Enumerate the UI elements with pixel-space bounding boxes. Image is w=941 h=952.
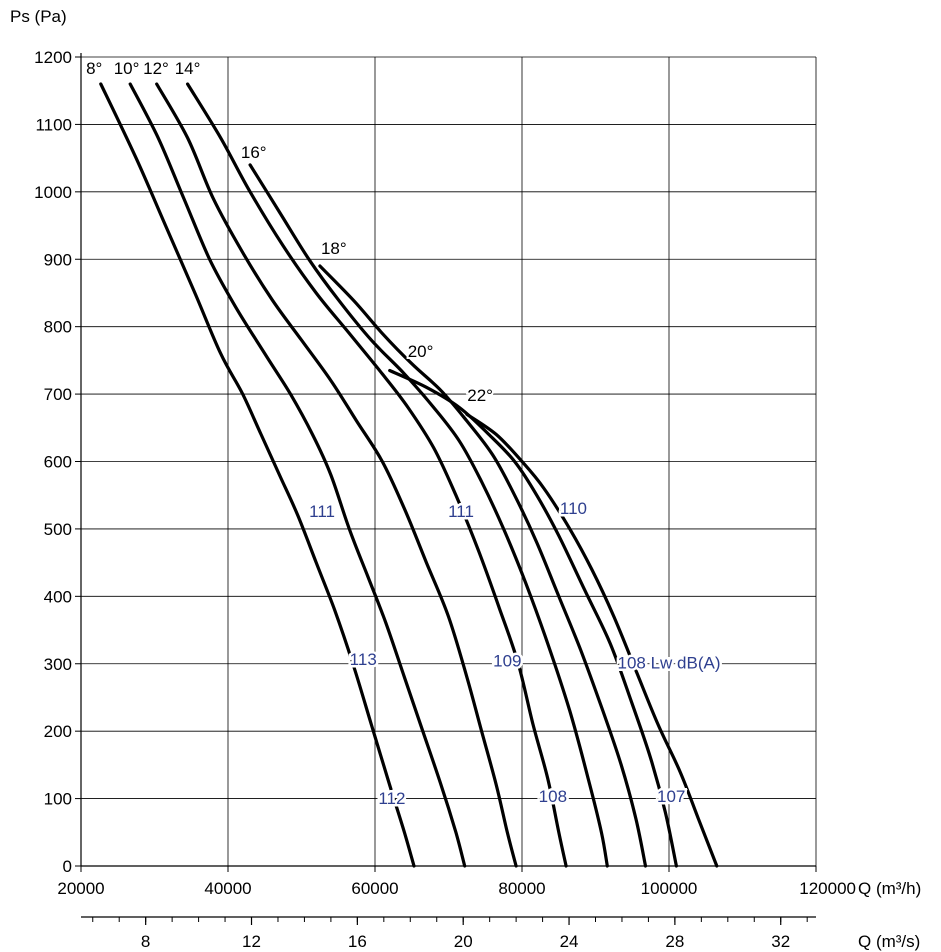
x2-tick-label: 8 (141, 932, 150, 951)
y-tick-label: 900 (44, 250, 72, 269)
sound-level-label: 108 (539, 787, 567, 806)
y-tick-label: 700 (44, 385, 72, 404)
curve-10deg (128, 82, 467, 868)
x2-tick-label: 32 (771, 932, 790, 951)
y-tick-label: 200 (44, 722, 72, 741)
y-tick-label: 400 (44, 587, 72, 606)
x2-tick-label: 20 (454, 932, 473, 951)
series-label: 8° (86, 59, 102, 78)
x-tick-label: 100000 (641, 879, 698, 898)
curve-14deg (186, 82, 568, 868)
y-tick-label: 500 (44, 520, 72, 539)
x2-tick-label: 12 (242, 932, 261, 951)
sound-level-label: 111 (448, 502, 474, 521)
x2-tick-label: 24 (560, 932, 579, 951)
x2-axis-label: Q (m³/s) (858, 932, 920, 951)
curve-22deg (465, 412, 719, 868)
y-tick-label: 800 (44, 318, 72, 337)
sound-level-label: 113 (350, 650, 377, 669)
x2-tick-label: 16 (348, 932, 367, 951)
series-label: 14° (175, 59, 201, 78)
x-tick-label: 20000 (57, 879, 104, 898)
sound-level-label: 112 (378, 789, 405, 808)
series-labels: 8° 10° 12° 14° 16° 18° 20° 22° (84, 57, 495, 407)
sound-level-label: 108 Lw dB(A) (618, 653, 721, 672)
y-tick-label: 100 (44, 790, 72, 809)
sound-level-label: 111 (309, 502, 335, 521)
x2-axis: 8 12 16 20 24 28 32 Q (m³/s) (81, 916, 920, 951)
x-axis-label: Q (m³/h) (858, 879, 921, 898)
y-tick-label: 1200 (34, 48, 72, 67)
x-axis: 20000 40000 60000 80000 100000 120000 Q (m³/h) (57, 865, 921, 898)
curve-16deg (248, 163, 609, 868)
x-tick-label: 40000 (204, 879, 251, 898)
annotations: 111 111 110 113 109 108 Lw dB(A) 112 108 107 (307, 497, 723, 811)
sound-level-label: 107 (657, 787, 685, 806)
y-tick-label: 1100 (35, 115, 72, 134)
x-tick-label: 80000 (498, 879, 545, 898)
y-tick-label: 0 (63, 857, 72, 876)
curve-8deg (99, 82, 416, 868)
y-tick-label: 300 (44, 655, 72, 674)
series-label: 18° (321, 239, 347, 258)
sound-level-label: 110 (560, 499, 587, 518)
y-tick-label: 600 (44, 453, 72, 472)
series-label: 22° (467, 386, 493, 405)
series-label: 12° (143, 59, 169, 78)
x-tick-label: 60000 (351, 879, 398, 898)
x2-tick-label: 28 (665, 932, 684, 951)
grid (80, 56, 817, 867)
series-label: 10° (114, 59, 140, 78)
fan-curves (99, 82, 719, 868)
y-axis: 0 100 200 300 400 500 600 700 800 900 1000 1100 1200 (34, 48, 82, 876)
x-tick-label: 120000 (799, 879, 856, 898)
curve-12deg (155, 82, 518, 868)
curve-18deg (318, 264, 648, 868)
sound-level-label: 109 (493, 651, 521, 670)
series-label: 20° (408, 342, 434, 361)
y-tick-label: 1000 (34, 183, 72, 202)
series-label: 16° (241, 143, 267, 162)
y-axis-label: Ps (Pa) (10, 7, 67, 26)
curve-20deg (388, 368, 678, 868)
